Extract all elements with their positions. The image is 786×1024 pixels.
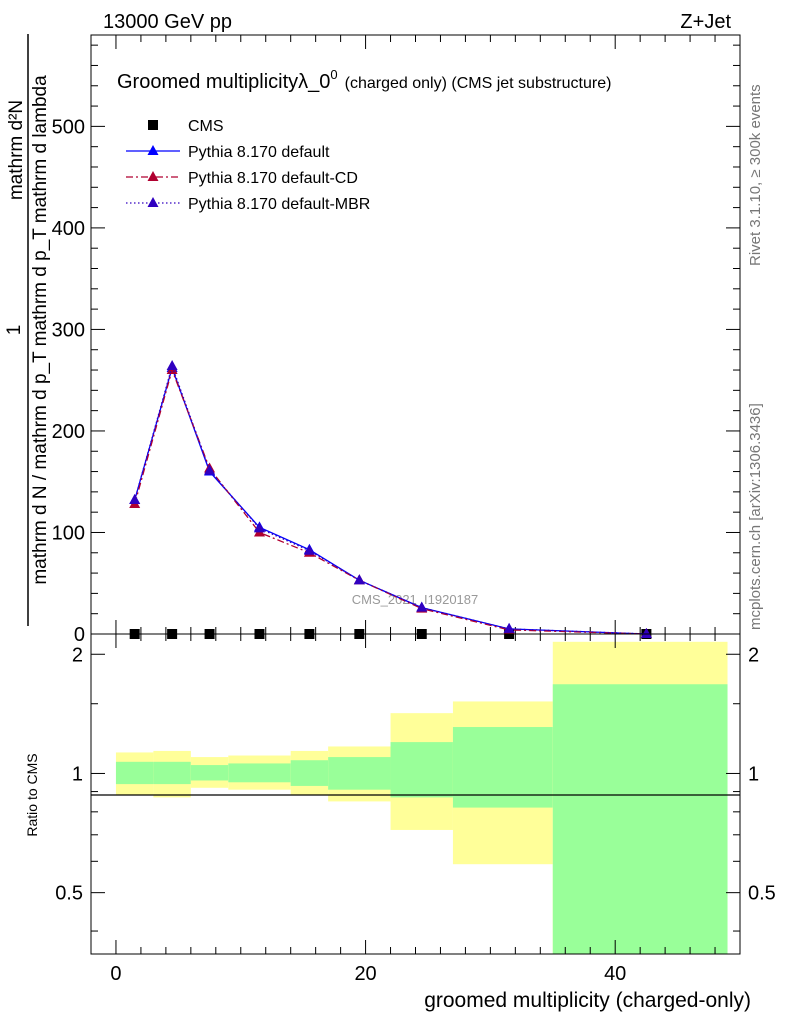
main-watermark: CMS_2021_I1920187 <box>352 592 479 607</box>
ratio-band-inner <box>190 765 229 781</box>
main-title: Groomed multiplicityλ_00 (charged only) (… <box>117 67 611 93</box>
ratio-ylabel: Ratio to CMS <box>24 753 40 836</box>
legend-marker-cms <box>148 120 158 130</box>
ratio-axis-ticks: 0.5 0.51 12 20 20 40 <box>55 634 776 985</box>
ratio-band-inner <box>328 757 391 790</box>
ratio-ytick-label-left: 2 <box>72 644 83 666</box>
ratio-xtick-label: 40 <box>604 963 626 985</box>
series-marker-3 <box>503 622 515 633</box>
ratio-ytick-label-right: 2 <box>748 644 759 666</box>
ratio-band-inner <box>153 761 191 785</box>
main-ytick-label: 400 <box>52 218 85 240</box>
series-marker-3 <box>353 574 365 585</box>
main-title-text: Groomed multiplicityλ_0 <box>117 71 330 93</box>
series-line-2 <box>134 367 647 635</box>
series-marker-3 <box>166 359 178 370</box>
ratio-xtick-label: 0 <box>110 963 121 985</box>
legend-marker-2 <box>147 171 159 181</box>
ratio-ytick-label-left: 1 <box>72 763 83 785</box>
mcplots-label: mcplots.cern.ch [arXiv:1306.3436] <box>747 403 764 630</box>
main-ytick-label: 300 <box>52 319 85 341</box>
series-marker-3 <box>253 522 265 533</box>
legend-label-1: Pythia 8.170 default <box>188 144 330 161</box>
ratio-band-inner <box>390 742 453 798</box>
ratio-band-inner <box>228 763 291 783</box>
ratio-bands <box>115 641 728 954</box>
ratio-xtick-label: 20 <box>354 963 376 985</box>
main-ylabel-num: mathrm d²N <box>6 100 27 200</box>
main-title-sup: 0 <box>330 67 337 82</box>
series-marker-3 <box>204 464 216 475</box>
main-ylabel-one: 1 <box>4 325 25 336</box>
series-line-3 <box>134 363 647 635</box>
ratio-ytick-label-right: 1 <box>748 763 759 785</box>
legend-label-2: Pythia 8.170 default-CD <box>188 170 358 187</box>
main-title-suffix: (charged only) (CMS jet substructure) <box>345 75 612 92</box>
ratio-plot-frame <box>90 633 741 955</box>
rivet-label: Rivet 3.1.10, ≥ 300k events <box>747 84 764 266</box>
legend-label-3: Pythia 8.170 default-MBR <box>188 196 370 213</box>
main-ytick-label: 500 <box>52 116 85 138</box>
ratio-panel: 0.5 0.51 12 20 20 40 Ratio to CMS groomed mul… <box>24 633 776 1012</box>
series-marker-3 <box>303 544 315 555</box>
series-marker-3 <box>640 628 652 638</box>
process-label: Z+Jet <box>680 11 731 33</box>
main-ylabel-den: mathrm d N / mathrm d p_T mathrm d p_T m… <box>30 75 51 585</box>
series-marker-3 <box>129 493 141 504</box>
legend-label-0: CMS <box>188 118 224 135</box>
series-marker-3 <box>416 601 428 612</box>
ratio-ytick-label-left: 0.5 <box>55 883 83 905</box>
ratio-band-inner <box>290 760 329 786</box>
energy-label: 13000 GeV pp <box>103 11 232 33</box>
main-ytick-label: 200 <box>52 421 85 443</box>
ratio-band-inner <box>552 684 728 954</box>
ratio-xlabel: groomed multiplicity (charged-only) <box>424 989 751 1012</box>
ratio-band-inner <box>115 761 154 785</box>
ratio-band-inner <box>452 727 553 808</box>
main-ytick-label: 100 <box>52 522 85 544</box>
legend: CMS Pythia 8.170 default Pythia 8.170 defa… <box>126 118 370 213</box>
main-ylabel: 1 mathrm d²N mathrm d N / mathrm d p_T m… <box>4 34 51 626</box>
main-ytick-label: 0 <box>74 624 85 646</box>
ratio-ytick-label-right: 0.5 <box>748 883 776 905</box>
main-panel: 0 100 200 300 400 500 CMS_2021_I1920187 Groom… <box>4 34 741 646</box>
legend-marker-3 <box>147 197 159 207</box>
legend-marker-1 <box>147 145 159 155</box>
